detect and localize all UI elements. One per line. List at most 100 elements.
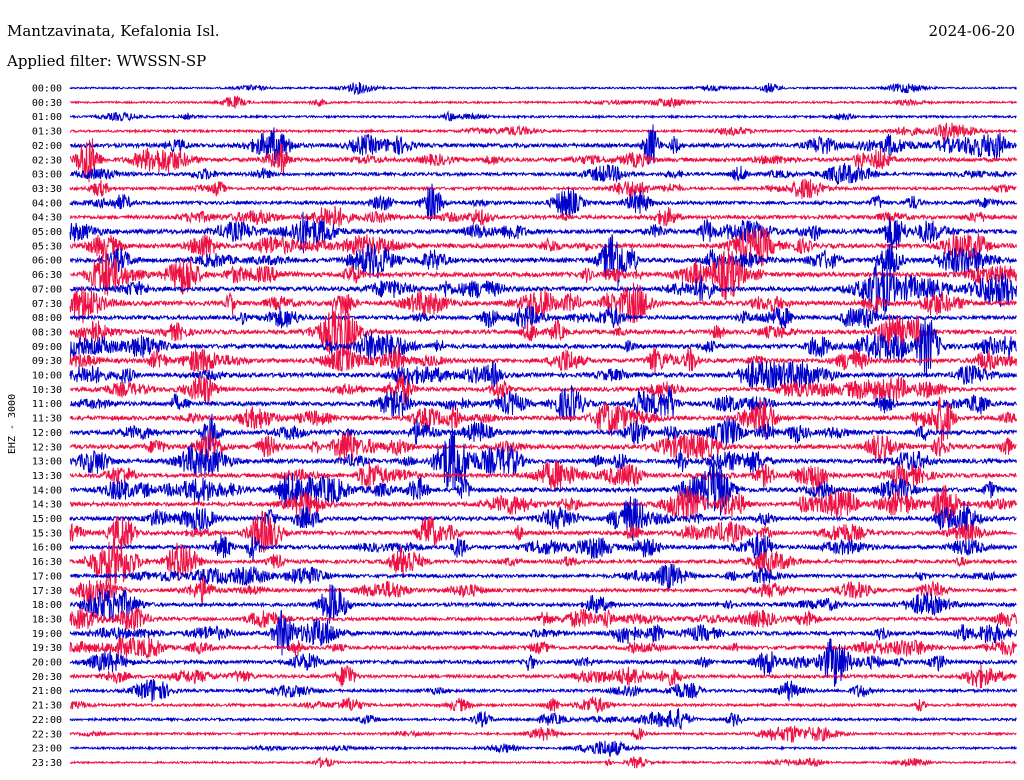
trace-row xyxy=(69,696,1017,713)
trace-row xyxy=(69,740,1017,757)
tick-label: 09:00 xyxy=(32,342,62,353)
tick-label: 01:30 xyxy=(32,127,62,138)
trace-row xyxy=(69,485,1017,526)
tick-label: 04:00 xyxy=(32,198,62,209)
tick-label: 22:00 xyxy=(32,715,62,726)
tick-label: 11:00 xyxy=(32,399,62,410)
station-title: Mantzavinata, Kefalonia Isl. xyxy=(7,22,220,40)
trace-row xyxy=(69,305,1017,329)
trace-row xyxy=(69,211,1017,254)
trace-row xyxy=(69,610,1017,656)
tick-label: 21:30 xyxy=(32,701,62,712)
tick-label: 20:30 xyxy=(32,672,62,683)
trace-row xyxy=(69,708,1017,730)
filter-label: Applied filter: WWSSN-SP xyxy=(6,52,206,70)
tick-label: 06:00 xyxy=(32,256,62,267)
tick-label: 08:00 xyxy=(32,313,62,324)
trace-row xyxy=(69,584,1017,624)
trace-row xyxy=(69,178,1017,200)
trace-row xyxy=(69,162,1017,186)
trace-row xyxy=(69,460,1017,495)
trace-row xyxy=(69,124,1017,165)
tick-label: 02:00 xyxy=(32,141,62,152)
trace-row xyxy=(69,430,1017,465)
tick-label: 18:30 xyxy=(32,614,62,625)
tick-label: 23:00 xyxy=(32,744,62,755)
tick-label: 12:30 xyxy=(32,442,62,453)
trace-row xyxy=(69,282,1017,324)
trace-row xyxy=(69,234,1017,288)
seismogram-traces xyxy=(69,81,1017,769)
trace-row xyxy=(69,664,1017,689)
tick-label: 05:00 xyxy=(32,227,62,238)
tick-label: 16:30 xyxy=(32,557,62,568)
tick-label: 23:30 xyxy=(32,758,62,769)
trace-row xyxy=(69,95,1017,109)
trace-row xyxy=(69,183,1017,221)
tick-label: 14:30 xyxy=(32,500,62,511)
trace-row xyxy=(69,756,1017,769)
tick-label: 14:00 xyxy=(32,485,62,496)
trace-row xyxy=(69,576,1017,605)
trace-row xyxy=(69,138,1017,183)
tick-label: 15:00 xyxy=(32,514,62,525)
tick-label: 12:00 xyxy=(32,428,62,439)
tick-label: 00:00 xyxy=(32,84,62,95)
trace-row xyxy=(69,538,1017,586)
tick-label: 18:00 xyxy=(32,600,62,611)
tick-label: 05:30 xyxy=(32,241,62,252)
trace-row xyxy=(69,373,1017,405)
trace-row xyxy=(69,725,1017,743)
tick-label: 01:00 xyxy=(32,112,62,123)
tick-label: 21:00 xyxy=(32,686,62,697)
trace-row xyxy=(69,205,1017,227)
trace-row xyxy=(69,226,1017,267)
date-label: 2024-06-20 xyxy=(929,22,1015,40)
trace-row xyxy=(69,396,1017,445)
tick-label: 22:30 xyxy=(32,729,62,740)
tick-label: 19:30 xyxy=(32,643,62,654)
trace-row xyxy=(69,413,1017,452)
trace-row xyxy=(69,122,1017,142)
trace-row xyxy=(69,532,1017,562)
tick-label: 07:00 xyxy=(32,284,62,295)
tick-label: 07:30 xyxy=(32,299,62,310)
tick-label: 04:30 xyxy=(32,213,62,224)
trace-row xyxy=(70,428,1017,490)
tick-label: 09:30 xyxy=(32,356,62,367)
tick-label: 13:30 xyxy=(32,471,62,482)
tick-label: 13:00 xyxy=(32,457,62,468)
trace-row xyxy=(69,679,1017,703)
tick-label: 03:30 xyxy=(32,184,62,195)
tick-label: 15:30 xyxy=(32,528,62,539)
trace-row xyxy=(69,638,1017,687)
trace-row xyxy=(69,510,1017,553)
trace-row xyxy=(69,496,1017,541)
trace-row xyxy=(69,385,1017,422)
trace-row xyxy=(69,318,1017,378)
trace-row xyxy=(69,250,1017,300)
tick-label: 11:30 xyxy=(32,414,62,425)
tick-label: 10:00 xyxy=(32,371,62,382)
time-tick-labels: 00:00 00:30 01:00 01:30 02:00 02:30 03:00 03:30… xyxy=(32,84,62,769)
tick-label: 00:30 xyxy=(32,98,62,109)
trace-row xyxy=(69,81,1017,96)
trace-row xyxy=(69,607,1017,632)
y-axis-label: EHZ - 3000 xyxy=(7,394,18,454)
trace-row xyxy=(69,636,1017,660)
trace-row xyxy=(69,303,1017,362)
tick-label: 20:00 xyxy=(32,658,62,669)
tick-label: 08:30 xyxy=(32,327,62,338)
tick-label: 19:00 xyxy=(32,629,62,640)
tick-label: 03:00 xyxy=(32,170,62,181)
trace-row xyxy=(69,346,1017,375)
tick-label: 16:00 xyxy=(32,543,62,554)
trace-row xyxy=(69,563,1017,591)
trace-row xyxy=(69,360,1017,391)
trace-row xyxy=(70,460,1017,516)
tick-label: 10:30 xyxy=(32,385,62,396)
tick-label: 02:30 xyxy=(32,155,62,166)
trace-row xyxy=(69,261,1017,319)
tick-label: 17:30 xyxy=(32,586,62,597)
